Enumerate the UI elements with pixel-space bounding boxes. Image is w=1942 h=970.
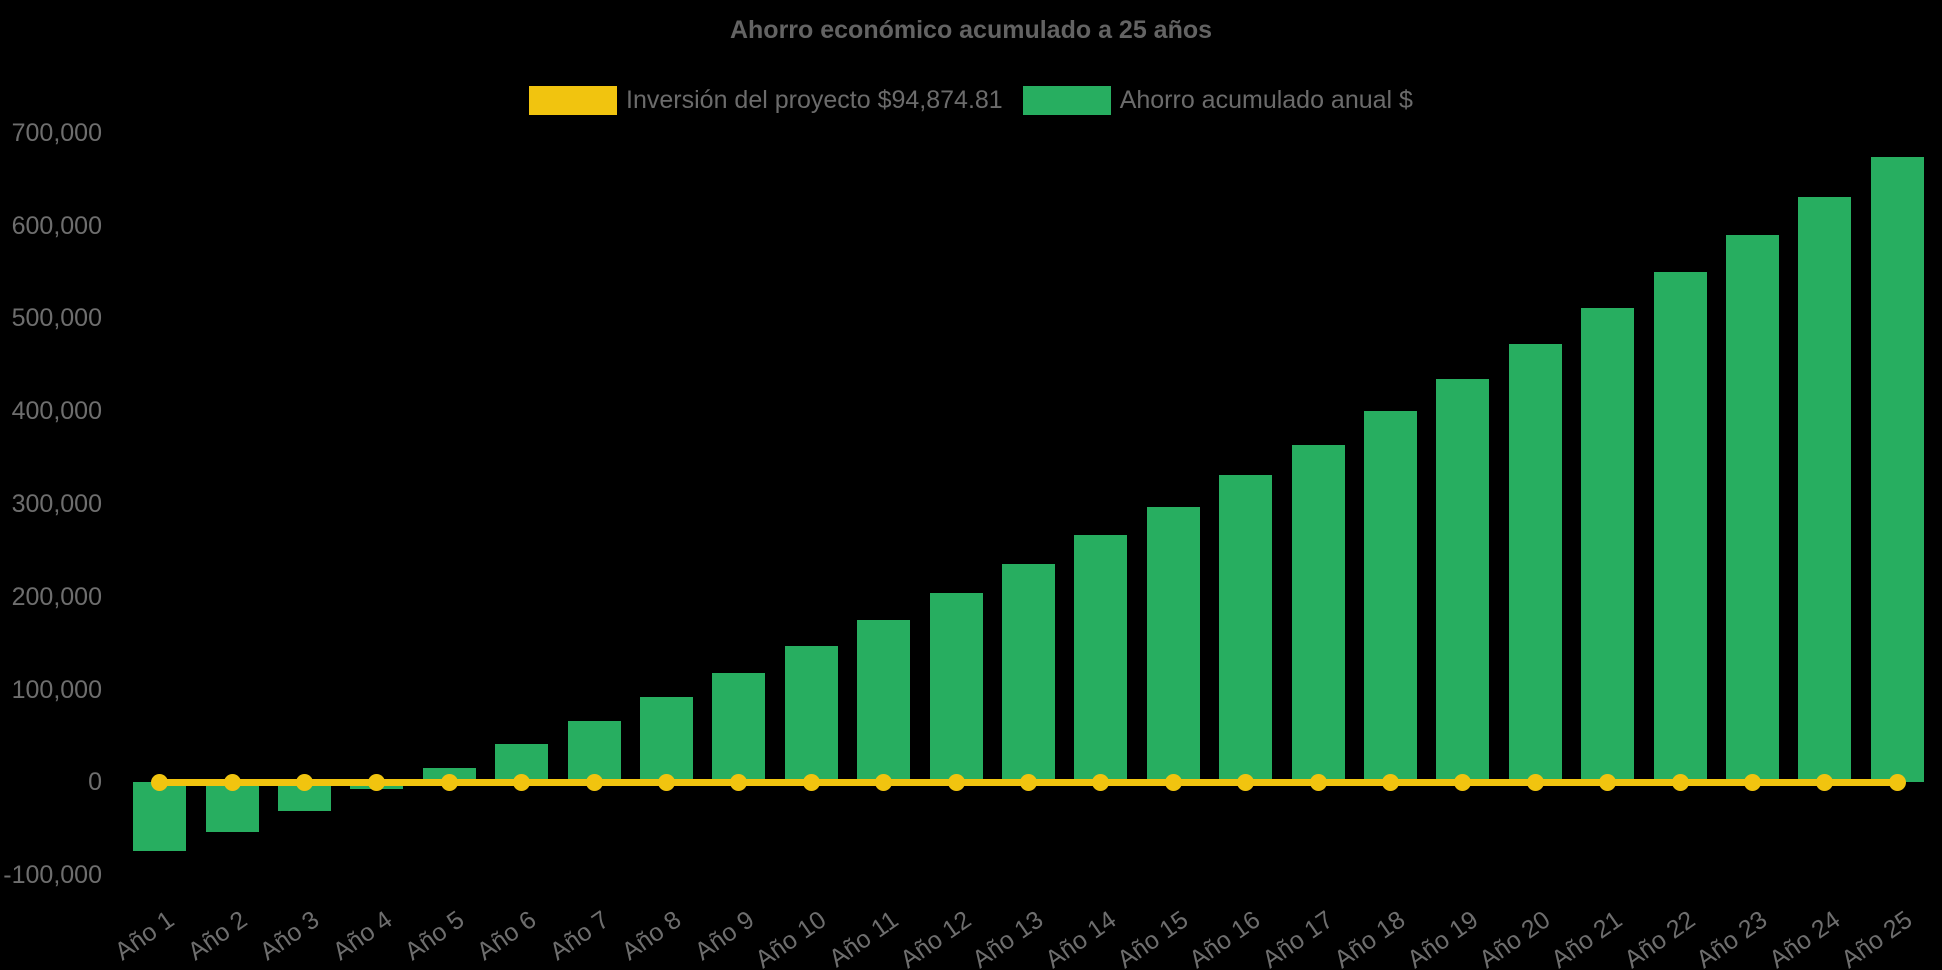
chart-bar <box>1581 308 1635 783</box>
y-axis-label: 100,000 <box>11 675 102 704</box>
investment-line-point <box>1888 773 1906 791</box>
chart-bar <box>1291 444 1345 783</box>
investment-line-point <box>513 773 531 791</box>
x-axis-label: Año 17 <box>1257 905 1339 970</box>
investment-line-point <box>223 773 241 791</box>
investment-line-point <box>1454 773 1472 791</box>
investment-line-point <box>151 773 169 791</box>
investment-line-point <box>1092 773 1110 791</box>
investment-line-point <box>802 773 820 791</box>
investment-line-point <box>947 773 965 791</box>
chart-bar <box>1508 344 1562 783</box>
chart-bar <box>929 592 983 783</box>
x-axis-label: Año 21 <box>1546 905 1628 970</box>
chart-bar <box>1870 156 1924 783</box>
x-axis-label: Año 2 <box>182 905 253 966</box>
y-axis-label: 200,000 <box>11 582 102 611</box>
chart-bar <box>1364 411 1417 783</box>
investment-line-point <box>1309 773 1327 791</box>
chart-bar <box>133 782 187 851</box>
y-axis-label: 500,000 <box>11 304 102 333</box>
chart-bar <box>1653 271 1707 783</box>
chart-bar <box>1436 378 1490 783</box>
investment-line-point <box>585 773 603 791</box>
x-axis-label: Año 18 <box>1329 905 1411 970</box>
chart-bar <box>1726 234 1779 783</box>
chart-bar <box>640 696 693 783</box>
x-axis-label: Año 15 <box>1112 905 1194 970</box>
investment-line-point <box>1020 773 1037 791</box>
chart-bar <box>1219 475 1273 783</box>
x-axis-label: Año 13 <box>967 905 1049 970</box>
x-axis-label: Año 22 <box>1619 905 1701 970</box>
chart-bar <box>857 619 911 783</box>
x-axis-label: Año 24 <box>1763 905 1845 970</box>
x-axis-label: Año 1 <box>110 905 180 966</box>
x-axis-label: Año 25 <box>1836 905 1918 970</box>
chart-bar <box>1146 506 1200 783</box>
chart-title: Ahorro económico acumulado a 25 años <box>729 16 1213 44</box>
legend: Inversión del proyecto $94,874.81 Ahorro… <box>0 85 1942 115</box>
x-axis-label: Año 12 <box>895 905 977 970</box>
investment-line-point <box>1744 773 1761 791</box>
y-axis-label: 400,000 <box>11 397 102 426</box>
x-axis-label: Año 3 <box>254 905 325 966</box>
y-axis-label: 700,000 <box>11 118 102 147</box>
x-axis-label: Año 10 <box>750 905 832 970</box>
x-axis-label: Año 20 <box>1474 905 1556 970</box>
chart-bar <box>712 672 766 783</box>
investment-line-point <box>658 773 675 791</box>
investment-line-point <box>1816 773 1834 791</box>
legend-label-ahorro: Ahorro acumulado anual $ <box>1119 85 1413 114</box>
legend-label-inversion: Inversión del proyecto $94,874.81 <box>626 85 1003 114</box>
chart-bar <box>567 721 621 783</box>
investment-line-point <box>1671 773 1689 791</box>
legend-swatch-ahorro-icon <box>1022 85 1111 115</box>
legend-swatch-inversion-icon <box>529 85 618 115</box>
x-axis-label: Año 23 <box>1691 905 1773 970</box>
investment-line-point <box>1599 773 1617 791</box>
legend-item-ahorro[interactable]: Ahorro acumulado anual $ <box>1022 85 1413 115</box>
investment-line-point <box>1526 773 1544 791</box>
x-axis-label: Año 11 <box>824 905 904 970</box>
x-axis-label: Año 16 <box>1184 905 1266 970</box>
y-axis-label: 300,000 <box>11 489 102 518</box>
chart-bar <box>1074 535 1128 783</box>
x-axis-label: Año 14 <box>1039 905 1121 970</box>
x-axis-label: Año 19 <box>1401 905 1483 970</box>
investment-line-point <box>875 773 893 791</box>
investment-line-point <box>730 773 748 791</box>
chart-bar <box>1002 564 1055 783</box>
investment-line-point <box>1382 773 1399 791</box>
y-axis-label: 0 <box>88 768 102 797</box>
x-axis-label: Año 5 <box>399 905 470 966</box>
investment-line-point <box>440 773 458 791</box>
investment-line-point <box>296 773 313 791</box>
investment-line-point <box>1237 773 1255 791</box>
investment-line-point <box>368 773 386 791</box>
x-axis-label: Año 7 <box>544 905 615 966</box>
x-axis-label: Año 8 <box>616 905 687 966</box>
x-axis-label: Año 4 <box>327 905 397 966</box>
y-axis-label: -100,000 <box>3 861 102 890</box>
x-axis-label: Año 6 <box>472 905 542 966</box>
y-axis-label: 600,000 <box>11 211 102 240</box>
chart-bar <box>1798 196 1852 783</box>
investment-line-point <box>1164 773 1182 791</box>
legend-item-inversion[interactable]: Inversión del proyecto $94,874.81 <box>529 85 1003 115</box>
x-axis-label: Año 9 <box>689 905 759 966</box>
chart-bar <box>784 645 838 783</box>
